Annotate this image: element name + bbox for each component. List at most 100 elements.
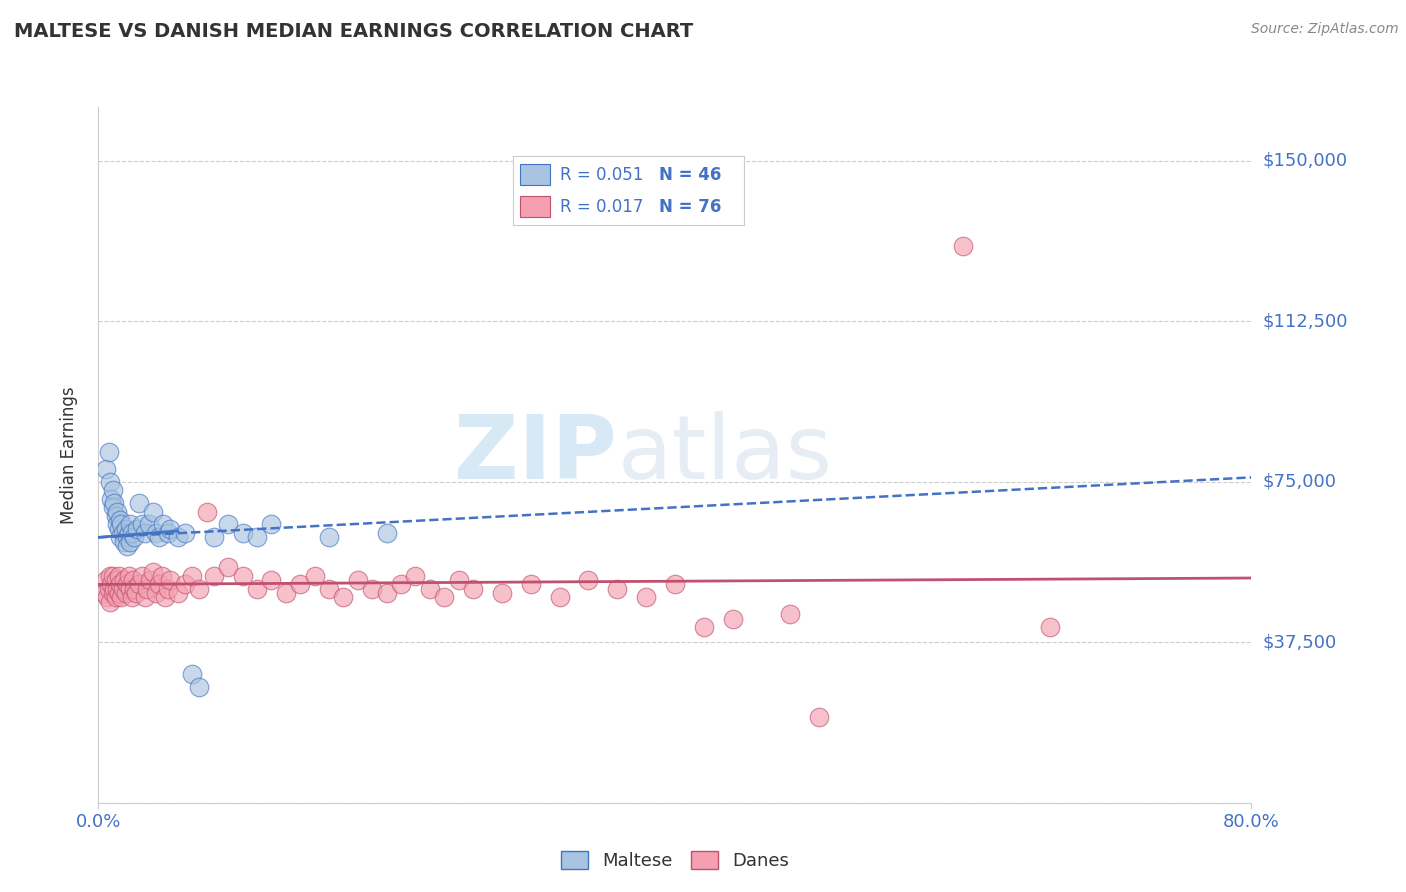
- Point: [606, 582, 628, 596]
- Text: atlas: atlas: [617, 411, 832, 499]
- Point: [150, 569, 173, 583]
- Point: [166, 586, 188, 600]
- Point: [389, 577, 412, 591]
- Point: [181, 667, 204, 681]
- Point: [148, 577, 170, 591]
- Point: [152, 517, 174, 532]
- Point: [491, 586, 513, 600]
- Point: [246, 530, 269, 544]
- Point: [100, 577, 122, 591]
- Point: [290, 577, 312, 591]
- Point: [174, 526, 197, 541]
- Point: [122, 573, 145, 587]
- Point: [103, 496, 125, 510]
- Point: [104, 573, 127, 587]
- Point: [1038, 620, 1062, 634]
- Text: R = 0.051: R = 0.051: [560, 166, 643, 184]
- Point: [159, 573, 181, 587]
- Point: [231, 569, 254, 583]
- Text: R = 0.017: R = 0.017: [560, 197, 643, 216]
- Point: [142, 565, 165, 579]
- Point: [120, 534, 142, 549]
- Point: [100, 491, 122, 506]
- Point: [145, 586, 167, 600]
- Text: $75,000: $75,000: [1263, 473, 1337, 491]
- Point: [779, 607, 801, 622]
- Point: [94, 462, 117, 476]
- Point: [110, 591, 132, 605]
- Point: [202, 569, 225, 583]
- Point: [139, 573, 162, 587]
- Point: [361, 582, 384, 596]
- Point: [101, 586, 124, 600]
- Point: [117, 577, 138, 591]
- Point: [375, 526, 398, 541]
- Point: [138, 517, 160, 532]
- Point: [304, 569, 326, 583]
- Point: [195, 505, 218, 519]
- Text: $112,500: $112,500: [1263, 312, 1348, 330]
- FancyBboxPatch shape: [520, 196, 550, 217]
- Text: $37,500: $37,500: [1263, 633, 1337, 651]
- Text: $150,000: $150,000: [1263, 152, 1347, 169]
- Point: [110, 517, 132, 532]
- Point: [101, 500, 124, 515]
- Point: [142, 505, 165, 519]
- Point: [111, 582, 134, 596]
- Text: Source: ZipAtlas.com: Source: ZipAtlas.com: [1251, 22, 1399, 37]
- Point: [128, 577, 150, 591]
- Point: [153, 591, 176, 605]
- Point: [117, 539, 138, 553]
- Point: [136, 582, 159, 596]
- Point: [231, 526, 254, 541]
- Point: [131, 517, 153, 532]
- Point: [375, 586, 398, 600]
- Text: N = 46: N = 46: [659, 166, 721, 184]
- Point: [693, 620, 716, 634]
- Point: [93, 586, 115, 600]
- Point: [447, 573, 470, 587]
- Point: [174, 577, 197, 591]
- Point: [128, 496, 150, 510]
- Point: [202, 530, 225, 544]
- Point: [105, 517, 128, 532]
- Point: [94, 573, 117, 587]
- Point: [134, 591, 156, 605]
- Point: [108, 530, 131, 544]
- Point: [188, 680, 211, 694]
- Point: [181, 569, 204, 583]
- Point: [125, 586, 148, 600]
- Point: [148, 530, 170, 544]
- Point: [433, 591, 456, 605]
- Point: [105, 505, 128, 519]
- Point: [274, 586, 297, 600]
- Text: ZIP: ZIP: [454, 411, 617, 499]
- Point: [346, 573, 368, 587]
- Point: [101, 569, 124, 583]
- Point: [664, 577, 686, 591]
- Point: [107, 522, 129, 536]
- Point: [96, 591, 118, 605]
- Point: [166, 530, 188, 544]
- Point: [156, 582, 179, 596]
- Point: [97, 582, 120, 596]
- Point: [807, 710, 830, 724]
- Point: [120, 517, 142, 532]
- Point: [159, 522, 181, 536]
- Point: [578, 573, 600, 587]
- Point: [114, 586, 136, 600]
- Point: [114, 522, 136, 536]
- Point: [520, 577, 543, 591]
- Point: [107, 569, 129, 583]
- Point: [548, 591, 571, 605]
- Point: [318, 530, 340, 544]
- Point: [217, 517, 239, 532]
- Point: [118, 569, 141, 583]
- Point: [260, 517, 283, 532]
- Point: [188, 582, 211, 596]
- Y-axis label: Median Earnings: Median Earnings: [59, 386, 77, 524]
- Point: [111, 526, 134, 541]
- Point: [120, 582, 142, 596]
- Point: [332, 591, 354, 605]
- Point: [952, 239, 974, 253]
